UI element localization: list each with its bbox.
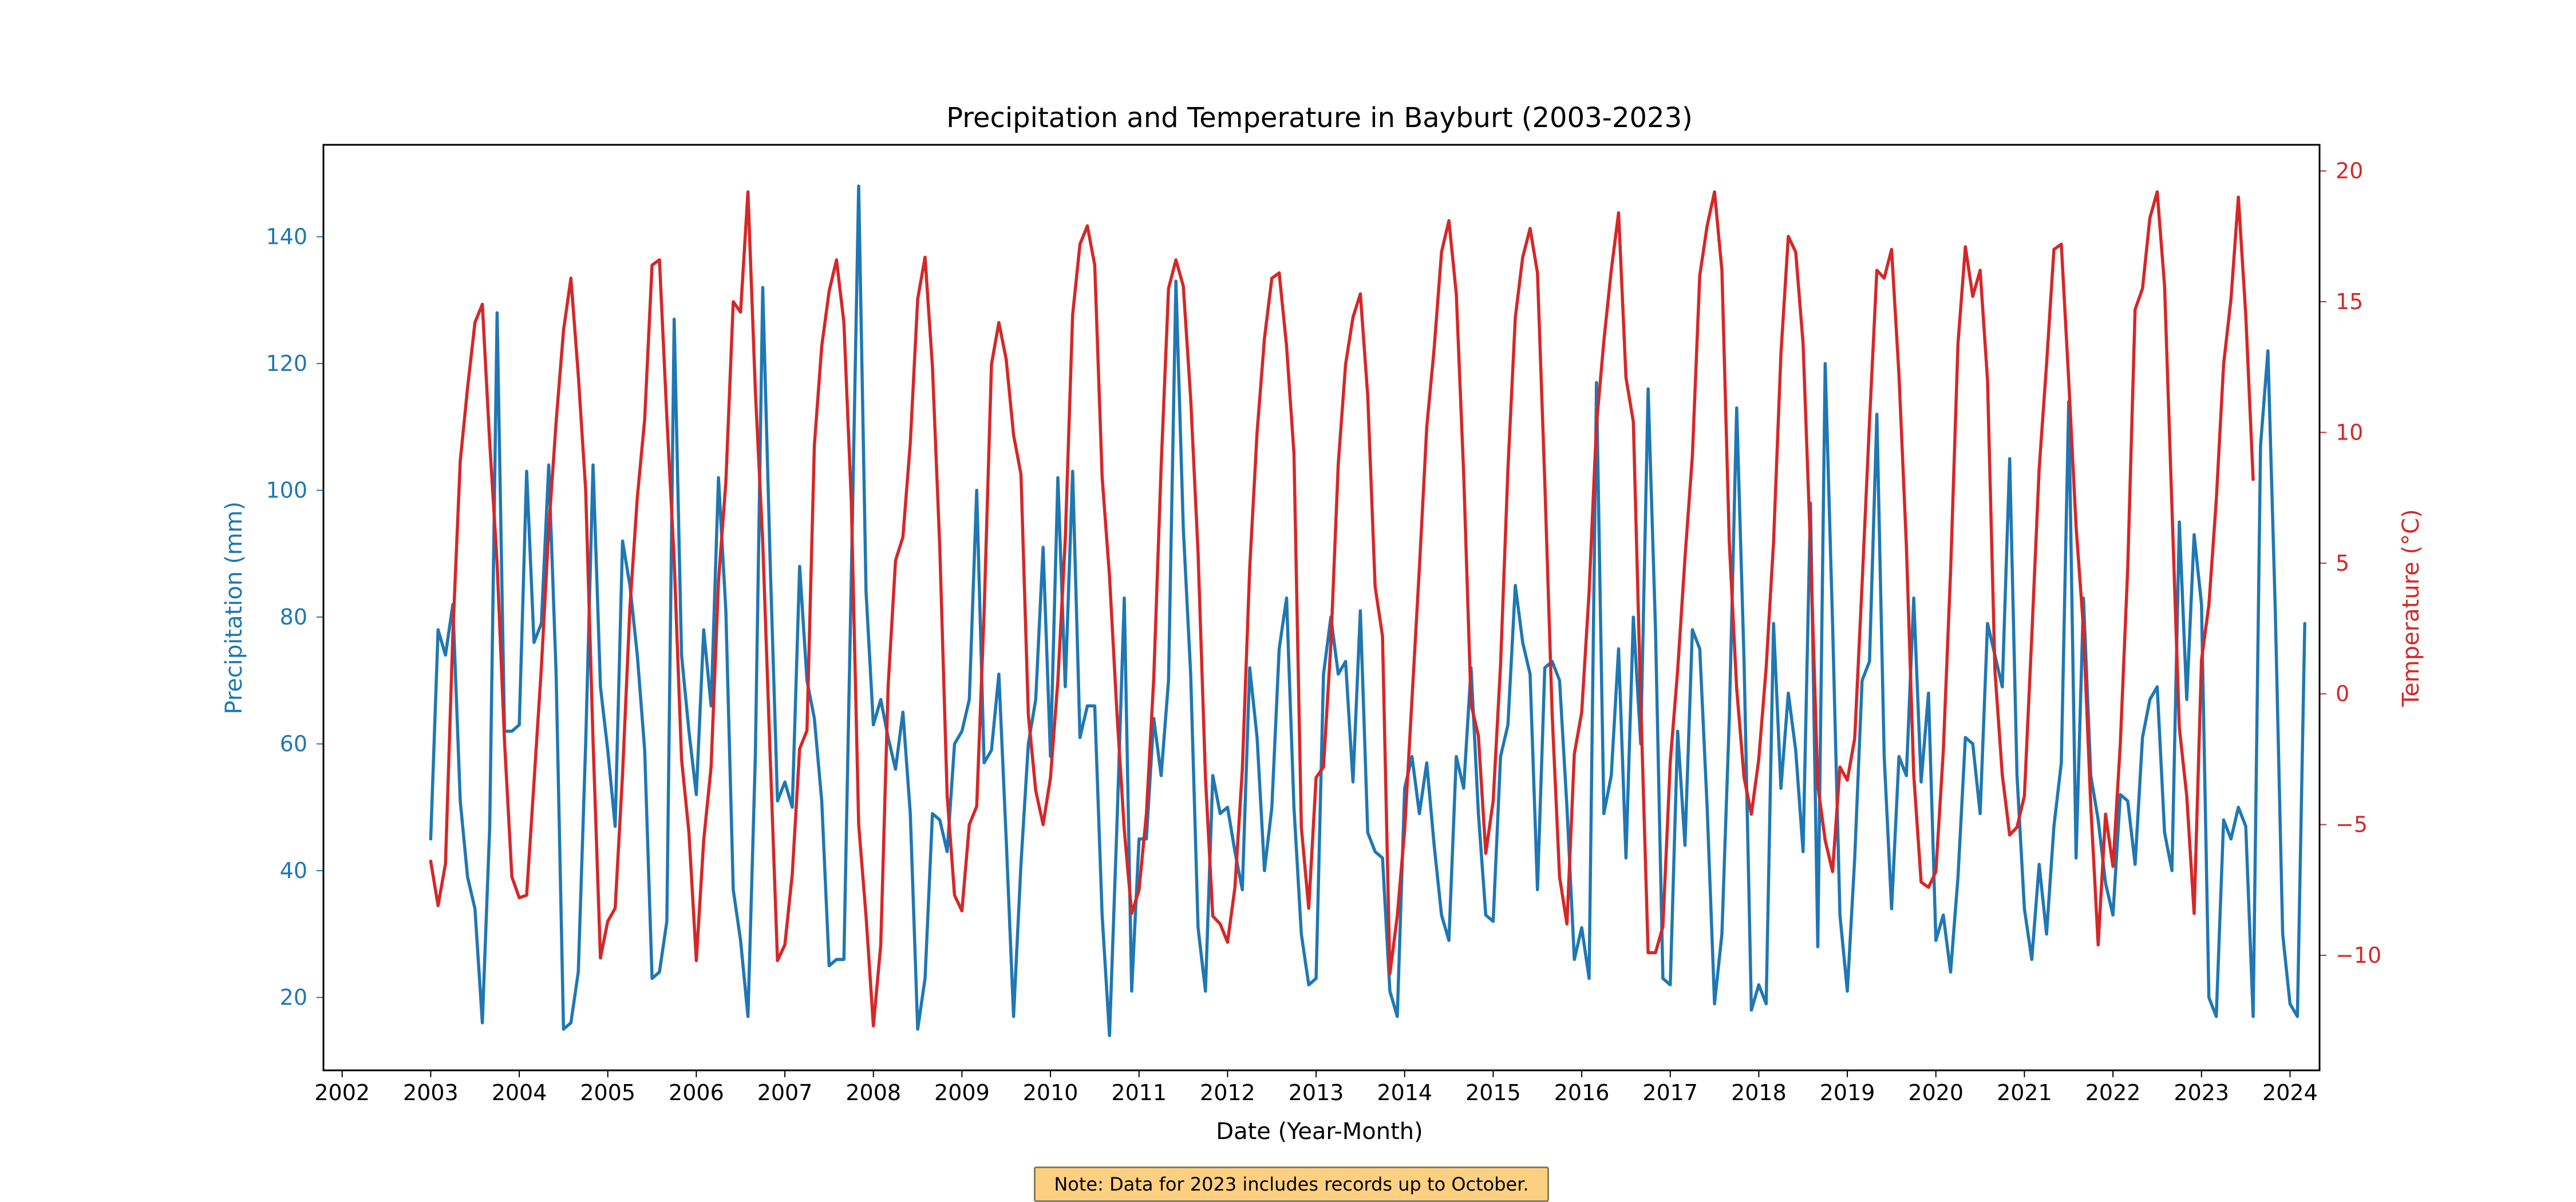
x-axis: 2002 2003 2004 2005 2006 2007 2008 2009 2010 2011… <box>314 1070 2318 1105</box>
note-annotation: Note: Data for 2023 includes records up … <box>1034 1167 1549 1202</box>
y-axis-right-label: Temperature (°C) <box>2398 509 2424 707</box>
x-tick-label: 2009 <box>934 1080 990 1105</box>
x-tick-label: 2020 <box>1908 1080 1963 1105</box>
y-right-tick-label: 10 <box>2336 420 2363 445</box>
y-right-tick-label: −5 <box>2336 812 2368 837</box>
y-left-tick-label: 80 <box>280 604 307 630</box>
y-right-tick-label: 5 <box>2336 551 2349 576</box>
x-tick-label: 2002 <box>314 1080 370 1105</box>
precipitation-series-line <box>429 184 2306 1037</box>
x-tick-label: 2021 <box>1997 1080 2052 1105</box>
y-right-tick-label: −10 <box>2336 943 2381 968</box>
x-tick-label: 2007 <box>757 1080 813 1105</box>
x-tick-label: 2004 <box>492 1080 547 1105</box>
x-tick-label: 2022 <box>2085 1080 2141 1105</box>
x-tick-label: 2014 <box>1377 1080 1432 1105</box>
x-tick-label: 2016 <box>1554 1080 1610 1105</box>
temperature-series-line <box>429 190 2255 1028</box>
x-axis-label: Date (Year-Month) <box>1216 1118 1423 1145</box>
y-left-tick-label: 20 <box>280 985 307 1010</box>
x-tick-label: 2013 <box>1289 1080 1344 1105</box>
y-left-tick-label: 140 <box>266 224 307 250</box>
y-right-tick-label: 0 <box>2336 681 2349 706</box>
y-left-tick-label: 40 <box>280 858 307 883</box>
x-tick-label: 2017 <box>1642 1080 1698 1105</box>
x-tick-label: 2011 <box>1111 1080 1167 1105</box>
x-tick-label: 2006 <box>669 1080 724 1105</box>
x-tick-label: 2010 <box>1023 1080 1078 1105</box>
y-right-tick-label: 15 <box>2336 289 2363 314</box>
y-left-tick-label: 60 <box>280 732 307 757</box>
x-tick-label: 2012 <box>1200 1080 1255 1105</box>
y-axis-right: −10 −5 0 5 10 15 20 <box>2320 159 2381 968</box>
x-tick-label: 2008 <box>846 1080 901 1105</box>
y-axis-left-label: Precipitation (mm) <box>221 501 247 714</box>
x-tick-label: 2018 <box>1731 1080 1787 1105</box>
plot-area <box>429 184 2306 1037</box>
y-left-tick-label: 120 <box>266 351 307 376</box>
x-tick-label: 2015 <box>1465 1080 1521 1105</box>
plot-frame <box>322 144 2321 1071</box>
y-axis-left: 20 40 60 80 100 120 140 <box>266 224 323 1010</box>
x-tick-label: 2023 <box>2174 1080 2229 1105</box>
x-tick-label: 2024 <box>2262 1080 2318 1105</box>
x-tick-label: 2005 <box>580 1080 635 1105</box>
x-tick-label: 2019 <box>1820 1080 1875 1105</box>
x-tick-label: 2003 <box>403 1080 459 1105</box>
y-left-tick-label: 100 <box>266 478 307 503</box>
chart-title: Precipitation and Temperature in Bayburt… <box>946 102 1693 134</box>
y-right-tick-label: 20 <box>2336 159 2363 184</box>
